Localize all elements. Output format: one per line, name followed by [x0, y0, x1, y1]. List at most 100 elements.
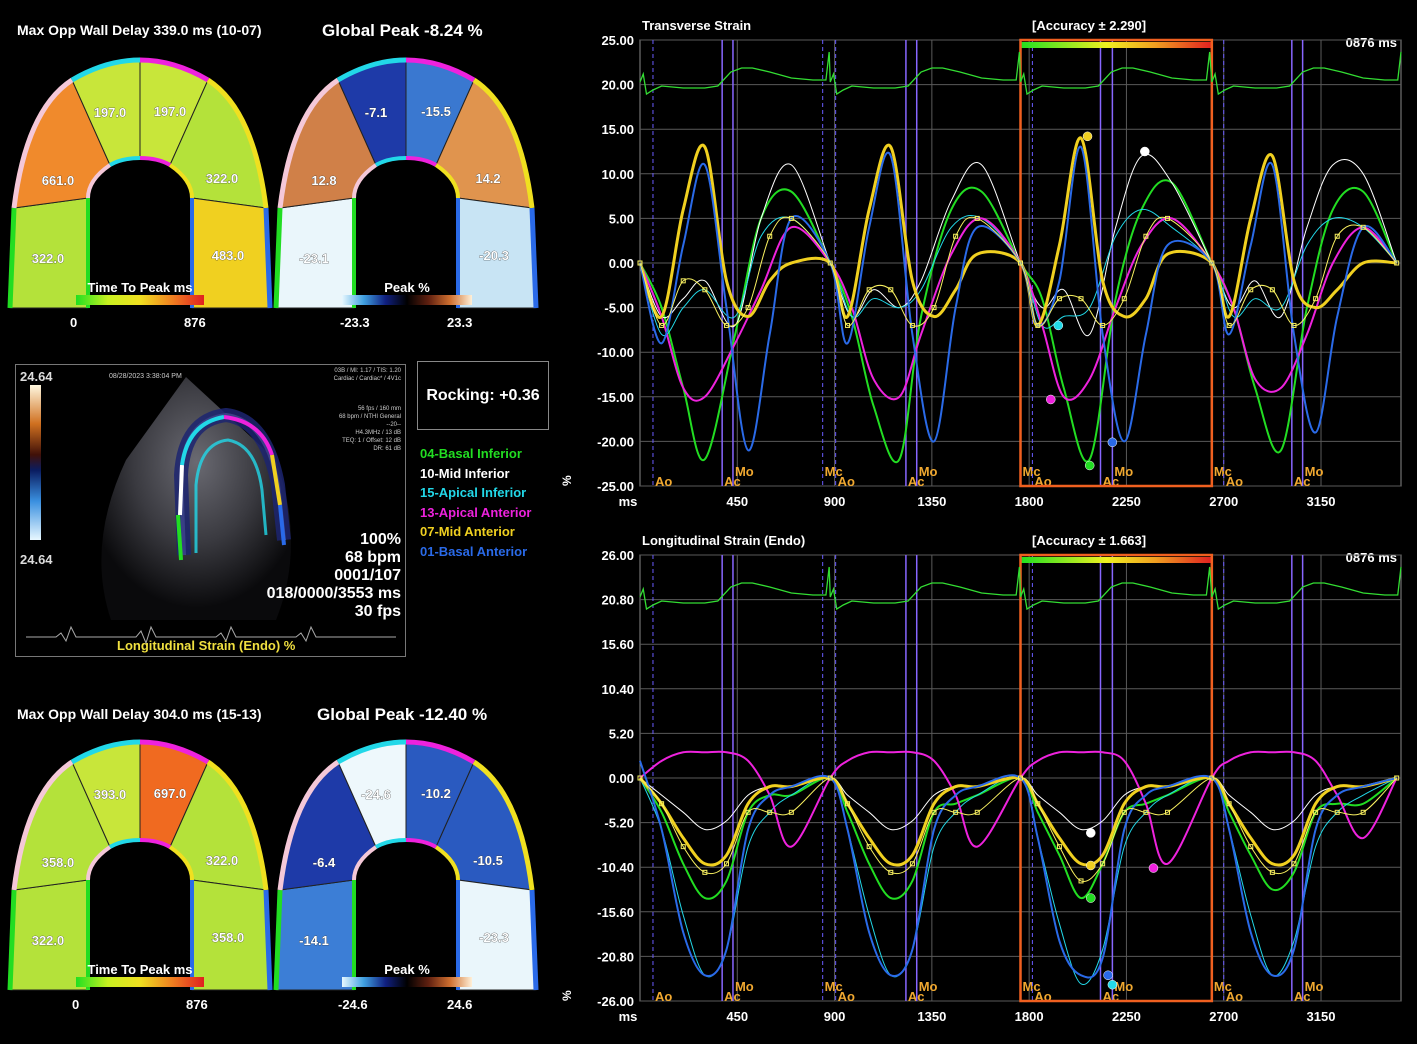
bottom-global-peak: Global Peak -12.40 % — [317, 705, 488, 724]
rocking-box: Rocking: +0.36 — [417, 361, 549, 430]
longitudinal-peak-marker[interactable] — [1103, 970, 1113, 981]
transverse-peak-marker[interactable] — [1140, 146, 1150, 157]
transverse-ytick-label: -10.00 — [597, 345, 634, 360]
top-peak-value-basal-inferior: -23.1 — [299, 251, 329, 266]
transverse-peak-marker[interactable] — [1053, 320, 1064, 331]
echo-info5: --20-- — [386, 422, 401, 428]
transverse-ylabel: % — [560, 475, 574, 486]
transverse-event-label: Mc — [1214, 464, 1232, 479]
transverse-roi-colorbar — [1020, 42, 1212, 48]
longitudinal-avg-marker — [1334, 809, 1340, 815]
transverse-ytick-label: 25.00 — [601, 33, 634, 48]
longitudinal-event-label: Mc — [1214, 979, 1232, 994]
transverse-strain-chart[interactable]: Transverse Strain [Accuracy ± 2.290] 0876 … — [560, 10, 1417, 520]
transverse-ytick-label: 5.00 — [609, 211, 634, 226]
transverse-ytick-label: -20.00 — [597, 434, 634, 449]
transverse-xtick-label: 2250 — [1112, 494, 1141, 509]
bottom-time-value-mid-anterior: 322.0 — [206, 853, 239, 868]
transverse-avg-marker — [1100, 322, 1106, 328]
longitudinal-event-label: Mc — [825, 979, 843, 994]
transverse-series-01-basal-anterior — [639, 146, 1398, 452]
longitudinal-time-readout: 0876 ms — [1346, 550, 1397, 565]
transverse-avg-marker — [953, 233, 959, 239]
transverse-ytick-label: -25.00 — [597, 479, 634, 494]
bottom-time-border-apical-inferior — [70, 739, 141, 765]
bottom-peak-arch: -14.1 -6.4 -24.6 -10.2 -10.5 -23.3 — [273, 739, 539, 991]
echo-zoom: 100% — [360, 531, 401, 548]
longitudinal-peak-marker[interactable] — [1086, 860, 1096, 871]
longitudinal-avg-marker — [1078, 878, 1084, 884]
bottom-peak-inner-border-mid-anterior — [434, 845, 460, 881]
longitudinal-avg-marker — [953, 809, 959, 815]
legend-mid-inferior: 10-Mid Inferior — [420, 465, 510, 481]
transverse-avg-marker — [931, 305, 937, 311]
longitudinal-peak-marker[interactable] — [1107, 979, 1118, 990]
longitudinal-strain-chart[interactable]: Longitudinal Strain (Endo) [Accuracy ± 1.… — [560, 525, 1417, 1040]
bottom-time-inner-border-apical-inferior — [108, 838, 141, 849]
longitudinal-series-15-apical-inferior — [639, 775, 1397, 986]
longitudinal-xlabel: ms — [619, 1009, 638, 1024]
bottom-peak-value-apical-inferior: -24.6 — [361, 787, 391, 802]
transverse-ytick-label: -15.00 — [597, 390, 634, 405]
longitudinal-avg-marker — [1291, 861, 1297, 867]
longitudinal-series-average — [639, 777, 1398, 882]
top-time-border-basal-anterior — [263, 207, 273, 309]
bottom-peak-inner-border-mid-inferior — [352, 845, 378, 881]
transverse-peak-marker[interactable] — [1107, 437, 1118, 448]
bottom-peak-border-apical-anterior — [405, 739, 476, 765]
echo-seg-basal-inferior — [176, 514, 183, 561]
bottom-time-arch: 322.0 358.0 393.0 697.0 322.0 358.0 — [7, 739, 273, 991]
longitudinal-avg-marker — [1165, 809, 1171, 815]
transverse-peak-marker[interactable] — [1082, 131, 1093, 142]
transverse-avg-marker — [1121, 296, 1127, 302]
top-peak-scale-title: Peak % — [384, 280, 430, 295]
bottom-peak-scale-title: Peak % — [384, 962, 430, 977]
transverse-xtick-label: 1350 — [917, 494, 946, 509]
transverse-avg-marker — [827, 260, 833, 266]
transverse-time-readout: 0876 ms — [1346, 35, 1397, 50]
transverse-xtick-label: 1800 — [1015, 494, 1044, 509]
longitudinal-avg-marker — [1394, 775, 1400, 781]
legend-basal-anterior: 01-Basal Anterior — [420, 543, 528, 559]
bottom-peak-value-mid-inferior: -6.4 — [313, 855, 336, 870]
longitudinal-avg-marker — [723, 861, 729, 867]
echo-time: 018/0000/3553 ms — [266, 585, 401, 602]
transverse-peak-marker[interactable] — [1046, 394, 1056, 405]
longitudinal-avg-marker — [1269, 869, 1275, 875]
echo-info8: DR: 61 dB — [373, 446, 401, 452]
bottom-time-border-apical-anterior — [139, 739, 210, 765]
longitudinal-ytick-label: 15.60 — [601, 637, 634, 652]
transverse-event-label: Mo — [1114, 464, 1133, 479]
transverse-peak-marker[interactable] — [1084, 460, 1095, 471]
top-peak-value-mid-inferior: 12.8 — [311, 173, 336, 188]
transverse-avg-marker — [659, 322, 665, 328]
top-time-value-basal-anterior: 483.0 — [212, 248, 245, 263]
bottom-time-scale-min: 0 — [72, 997, 80, 1012]
longitudinal-peak-marker[interactable] — [1148, 863, 1159, 873]
longitudinal-series-13-apical-anterior — [639, 750, 1398, 865]
top-time-border-apical-inferior — [70, 57, 141, 83]
echo-image-panel[interactable]: 24.64 24.64 08/28/2023 3:38:04 PM 03B / … — [15, 364, 406, 657]
echo-scale-bottom: 24.64 — [20, 552, 53, 567]
longitudinal-avg-marker — [888, 869, 894, 875]
transverse-avg-marker — [745, 305, 751, 311]
top-time-value-basal-inferior: 322.0 — [32, 251, 65, 266]
bottom-time-inner-border-apical-anterior — [139, 838, 172, 849]
transverse-avg-marker — [680, 278, 686, 284]
longitudinal-peak-marker[interactable] — [1086, 828, 1096, 838]
longitudinal-event-label: Mo — [735, 979, 754, 994]
longitudinal-peak-marker[interactable] — [1086, 893, 1096, 903]
longitudinal-avg-marker — [1360, 809, 1366, 815]
longitudinal-event-label: Ao — [1226, 989, 1243, 1004]
bottom-time-border-basal-inferior — [7, 889, 17, 991]
echo-stats: 100% 68 bpm 0001/107 018/0000/3553 ms 30… — [267, 531, 401, 621]
bottom-peak-value-apical-anterior: -10.2 — [421, 786, 451, 801]
longitudinal-ytick-label: 20.80 — [601, 593, 634, 608]
transverse-avg-marker — [1078, 296, 1084, 302]
echo-inner-contour — [194, 438, 268, 553]
longitudinal-event-label: Ao — [838, 989, 855, 1004]
transverse-avg-marker — [1291, 322, 1297, 328]
transverse-avg-marker — [888, 287, 894, 293]
transverse-avg-marker — [1313, 296, 1319, 302]
echo-info7: TEQ: 1 / Offset: 12 dB — [342, 438, 401, 444]
